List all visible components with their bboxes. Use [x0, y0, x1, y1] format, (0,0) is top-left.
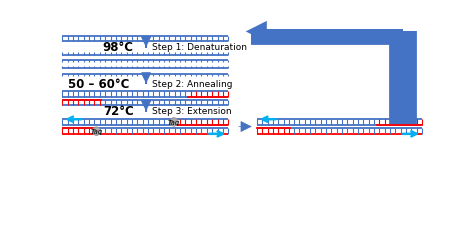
Text: 98°C: 98°C — [103, 41, 134, 54]
Circle shape — [170, 118, 178, 127]
Text: Step 3: Extension: Step 3: Extension — [152, 107, 232, 116]
Circle shape — [92, 128, 100, 136]
Text: Taq: Taq — [91, 129, 102, 134]
Text: 50 – 60°C: 50 – 60°C — [68, 77, 129, 90]
Text: Step 1: Denaturation: Step 1: Denaturation — [152, 43, 247, 52]
Text: 72°C: 72°C — [103, 105, 134, 118]
Text: Step 2: Annealing: Step 2: Annealing — [152, 79, 233, 88]
Text: Taq: Taq — [168, 120, 180, 126]
